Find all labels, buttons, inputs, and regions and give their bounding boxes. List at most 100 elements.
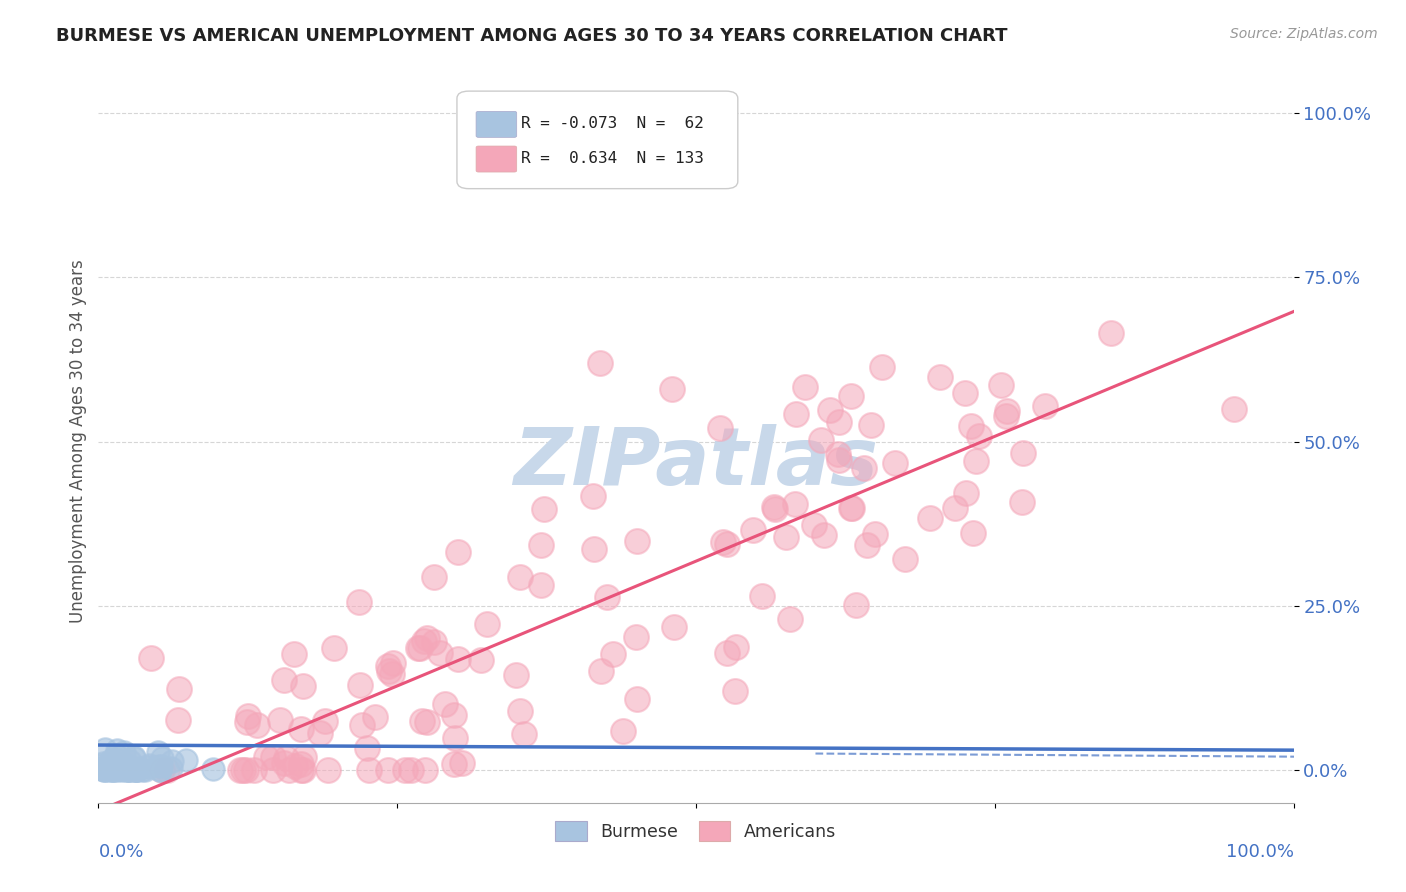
Point bbox=[202, 763, 225, 777]
Point bbox=[406, 640, 429, 655]
Point bbox=[292, 750, 315, 764]
Point bbox=[443, 731, 465, 746]
Point bbox=[97, 761, 120, 775]
Point bbox=[229, 763, 252, 777]
Point bbox=[350, 718, 373, 732]
Point bbox=[990, 378, 1012, 392]
Point bbox=[416, 631, 439, 645]
Point bbox=[107, 758, 129, 772]
Point bbox=[894, 551, 917, 566]
Point bbox=[596, 590, 619, 604]
Point bbox=[149, 763, 172, 777]
Point bbox=[114, 763, 136, 777]
Point bbox=[775, 530, 797, 544]
Point bbox=[378, 664, 401, 678]
Point bbox=[118, 754, 141, 768]
Point bbox=[107, 762, 129, 776]
Point bbox=[110, 763, 132, 777]
Point bbox=[724, 684, 747, 698]
Point bbox=[357, 763, 380, 777]
Point bbox=[125, 763, 148, 777]
Point bbox=[120, 760, 142, 774]
Text: 100.0%: 100.0% bbox=[1226, 843, 1294, 861]
Point bbox=[125, 763, 148, 777]
Point bbox=[394, 763, 416, 777]
Point bbox=[243, 763, 266, 777]
Point bbox=[409, 640, 432, 655]
Point bbox=[785, 497, 807, 511]
Point bbox=[423, 570, 446, 584]
Point bbox=[262, 763, 284, 777]
Point bbox=[159, 761, 181, 775]
Y-axis label: Unemployment Among Ages 30 to 34 years: Unemployment Among Ages 30 to 34 years bbox=[69, 260, 87, 624]
Point bbox=[953, 386, 976, 401]
Point bbox=[763, 500, 786, 514]
Point bbox=[742, 524, 765, 538]
Point bbox=[115, 763, 138, 777]
Point bbox=[475, 617, 498, 632]
Point bbox=[661, 382, 683, 396]
Point bbox=[290, 756, 312, 771]
Point bbox=[1099, 326, 1122, 340]
Point bbox=[626, 692, 648, 706]
Point bbox=[716, 647, 738, 661]
Point bbox=[91, 762, 114, 776]
Point bbox=[711, 535, 734, 549]
Point bbox=[118, 761, 141, 775]
Point bbox=[589, 664, 612, 678]
Text: Source: ZipAtlas.com: Source: ZipAtlas.com bbox=[1230, 27, 1378, 41]
Point bbox=[724, 640, 747, 654]
Point bbox=[103, 763, 125, 777]
Point bbox=[138, 759, 160, 773]
Point bbox=[793, 380, 815, 394]
Point bbox=[90, 757, 112, 772]
Point bbox=[292, 763, 315, 777]
Point bbox=[262, 750, 284, 764]
Point bbox=[246, 718, 269, 732]
Point bbox=[134, 763, 156, 777]
Point bbox=[716, 537, 738, 551]
Point bbox=[852, 461, 875, 475]
Point bbox=[381, 666, 404, 681]
Point bbox=[139, 650, 162, 665]
Point bbox=[125, 763, 148, 777]
Point bbox=[530, 538, 553, 552]
Point bbox=[232, 763, 254, 777]
FancyBboxPatch shape bbox=[477, 112, 517, 137]
Point bbox=[274, 751, 297, 765]
Point bbox=[110, 757, 132, 772]
Point bbox=[356, 741, 378, 756]
Point bbox=[318, 763, 340, 777]
Point bbox=[509, 570, 531, 584]
Point bbox=[1223, 401, 1246, 416]
Point bbox=[943, 501, 966, 516]
Point bbox=[107, 763, 129, 777]
FancyBboxPatch shape bbox=[457, 91, 738, 189]
Point bbox=[105, 748, 128, 763]
Point bbox=[98, 761, 121, 775]
Point bbox=[100, 753, 122, 767]
Point bbox=[884, 456, 907, 470]
Point bbox=[602, 647, 624, 661]
Point bbox=[827, 447, 849, 461]
Point bbox=[995, 403, 1018, 417]
Point bbox=[98, 757, 121, 772]
Point bbox=[377, 763, 399, 777]
Point bbox=[470, 653, 492, 667]
Point bbox=[309, 726, 332, 740]
Point bbox=[582, 541, 605, 556]
Point bbox=[820, 403, 842, 417]
Point bbox=[612, 723, 634, 738]
Point bbox=[423, 635, 446, 649]
Point bbox=[779, 612, 801, 626]
Point bbox=[273, 673, 295, 687]
Point bbox=[828, 453, 851, 467]
Point bbox=[433, 697, 456, 711]
Point bbox=[863, 527, 886, 541]
Point bbox=[94, 763, 117, 777]
Point bbox=[107, 753, 129, 767]
Point bbox=[810, 434, 832, 448]
Point bbox=[150, 751, 173, 765]
Point bbox=[443, 757, 465, 772]
Point bbox=[150, 763, 173, 777]
